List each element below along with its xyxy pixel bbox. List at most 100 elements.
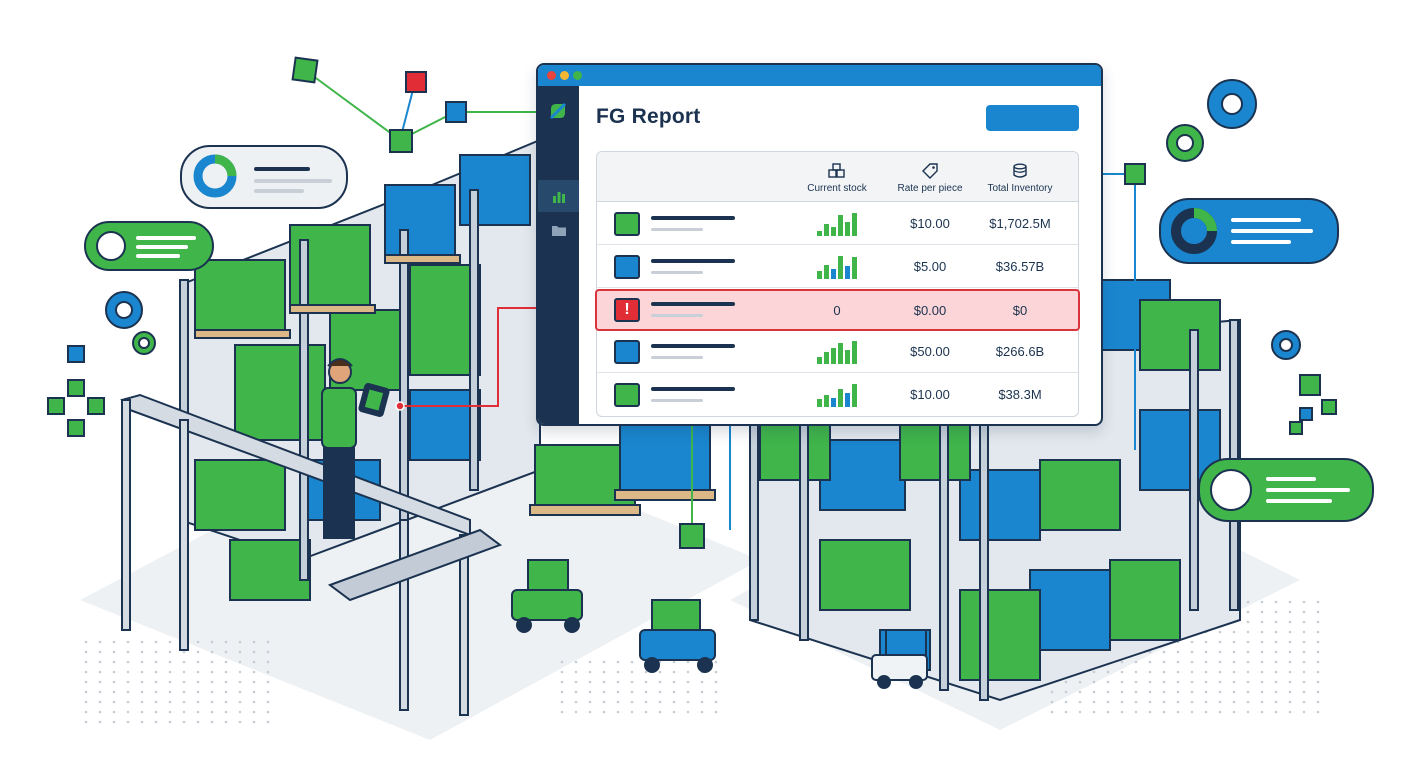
status-square [614,340,640,364]
stock-sparkline [817,338,857,364]
stock-bar [824,395,829,407]
mezzanine-walkway [120,393,503,716]
stock-bar [831,269,836,279]
stock-bar [824,224,829,236]
agv-robots [511,559,928,689]
alert-icon: ! [614,298,640,322]
sidebar-item-reports[interactable] [538,180,579,212]
current-stock-cell [797,330,877,372]
status-square [614,255,640,279]
table-row[interactable]: $10.00 $1,702.5M [597,202,1078,245]
item-name-placeholder [651,259,735,263]
stock-bar [838,215,843,236]
app-logo-icon [549,102,567,120]
stock-bar [838,343,843,364]
gear-icon [105,291,143,329]
stock-bar [831,348,836,364]
stock-bar [838,389,843,407]
column-label: Current stock [807,183,867,194]
table-row[interactable]: $50.00 $266.6B [597,330,1078,373]
stock-bar [838,256,843,279]
stock-bar [845,266,850,279]
center-pallets [529,419,716,516]
sidebar-item-files[interactable] [538,214,579,246]
stock-sparkline [817,381,857,407]
warehouse-worker [321,358,390,539]
stock-bar [817,357,822,364]
stock-bar [817,271,822,279]
stock-bar [852,257,857,279]
item-name-placeholder [651,302,735,306]
donut-chart-icon [193,154,237,198]
table-row[interactable]: $10.00 $38.3M [597,373,1078,415]
rate-cell: $0.00 [913,302,947,318]
item-subtext-placeholder [651,356,703,359]
rate-cell: $5.00 [913,258,947,274]
stock-bar [845,393,850,407]
gear-icon [1166,124,1204,162]
rate-cell: $10.00 [910,215,950,231]
status-card-left [84,221,214,271]
stock-bar [817,231,822,236]
inventory-table: Current stock Rate per piece Total Inven… [595,151,1080,417]
sidebar [538,86,579,424]
column-label: Total Inventory [987,183,1053,194]
item-name-placeholder [651,344,735,348]
minimize-window-button[interactable] [560,71,569,80]
boxes-icon [828,163,845,178]
gear-icon [1271,330,1301,360]
maximize-window-button[interactable] [573,71,582,80]
status-card-right [1198,458,1374,522]
item-subtext-placeholder [651,314,703,317]
item-subtext-placeholder [651,399,703,402]
column-header-current-stock[interactable]: Current stock [797,152,877,201]
folder-icon [551,225,566,236]
price-tag-icon [922,163,938,179]
column-label: Rate per piece [897,183,963,194]
stock-bar [831,398,836,407]
primary-action-button[interactable] [986,105,1079,131]
stock-bar [831,227,836,236]
gear-icon [1207,79,1257,129]
close-window-button[interactable] [547,71,556,80]
stock-bar [852,213,857,236]
stock-bar [845,350,850,364]
network-cubes [47,56,1337,549]
fg-report-window: FG Report Current stock Rate per piece [536,63,1103,426]
donut-chart-card-left [180,145,348,209]
page-title: FG Report [596,105,701,128]
column-header-total-inventory[interactable]: Total Inventory [975,152,1065,201]
item-name-placeholder [651,387,735,391]
current-stock-cell [797,373,877,415]
current-stock-cell [797,202,877,244]
rate-cell: $10.00 [910,386,950,402]
stock-sparkline [817,253,857,279]
status-square [614,383,640,407]
table-row-alert[interactable]: ! 0 $0.00 $0 [595,289,1080,331]
current-stock-cell [797,245,877,287]
column-header-rate-per-piece[interactable]: Rate per piece [885,152,975,201]
gear-icon [132,331,156,355]
total-inventory-cell: $38.3M [998,386,1042,402]
stock-bar [824,352,829,364]
total-inventory-cell: $0 [1012,302,1028,318]
coin-stack-icon [1013,163,1027,178]
stock-bar [817,399,822,407]
donut-chart-card-right [1159,198,1339,264]
stock-bar [852,341,857,364]
bar-chart-icon [552,192,565,203]
stock-bar [852,384,857,407]
table-row[interactable]: $5.00 $36.57B [597,245,1078,288]
current-stock-cell: 0 [833,302,841,318]
rate-cell: $50.00 [910,343,950,359]
window-titlebar [538,65,1101,86]
table-header: Current stock Rate per piece Total Inven… [597,152,1078,202]
item-subtext-placeholder [651,271,703,274]
item-name-placeholder [651,216,735,220]
total-inventory-cell: $36.57B [995,258,1045,274]
total-inventory-cell: $266.6B [995,343,1045,359]
status-circle [96,231,126,261]
stock-sparkline [817,210,857,236]
stock-bar [824,265,829,279]
total-inventory-cell: $1,702.5M [989,215,1051,231]
